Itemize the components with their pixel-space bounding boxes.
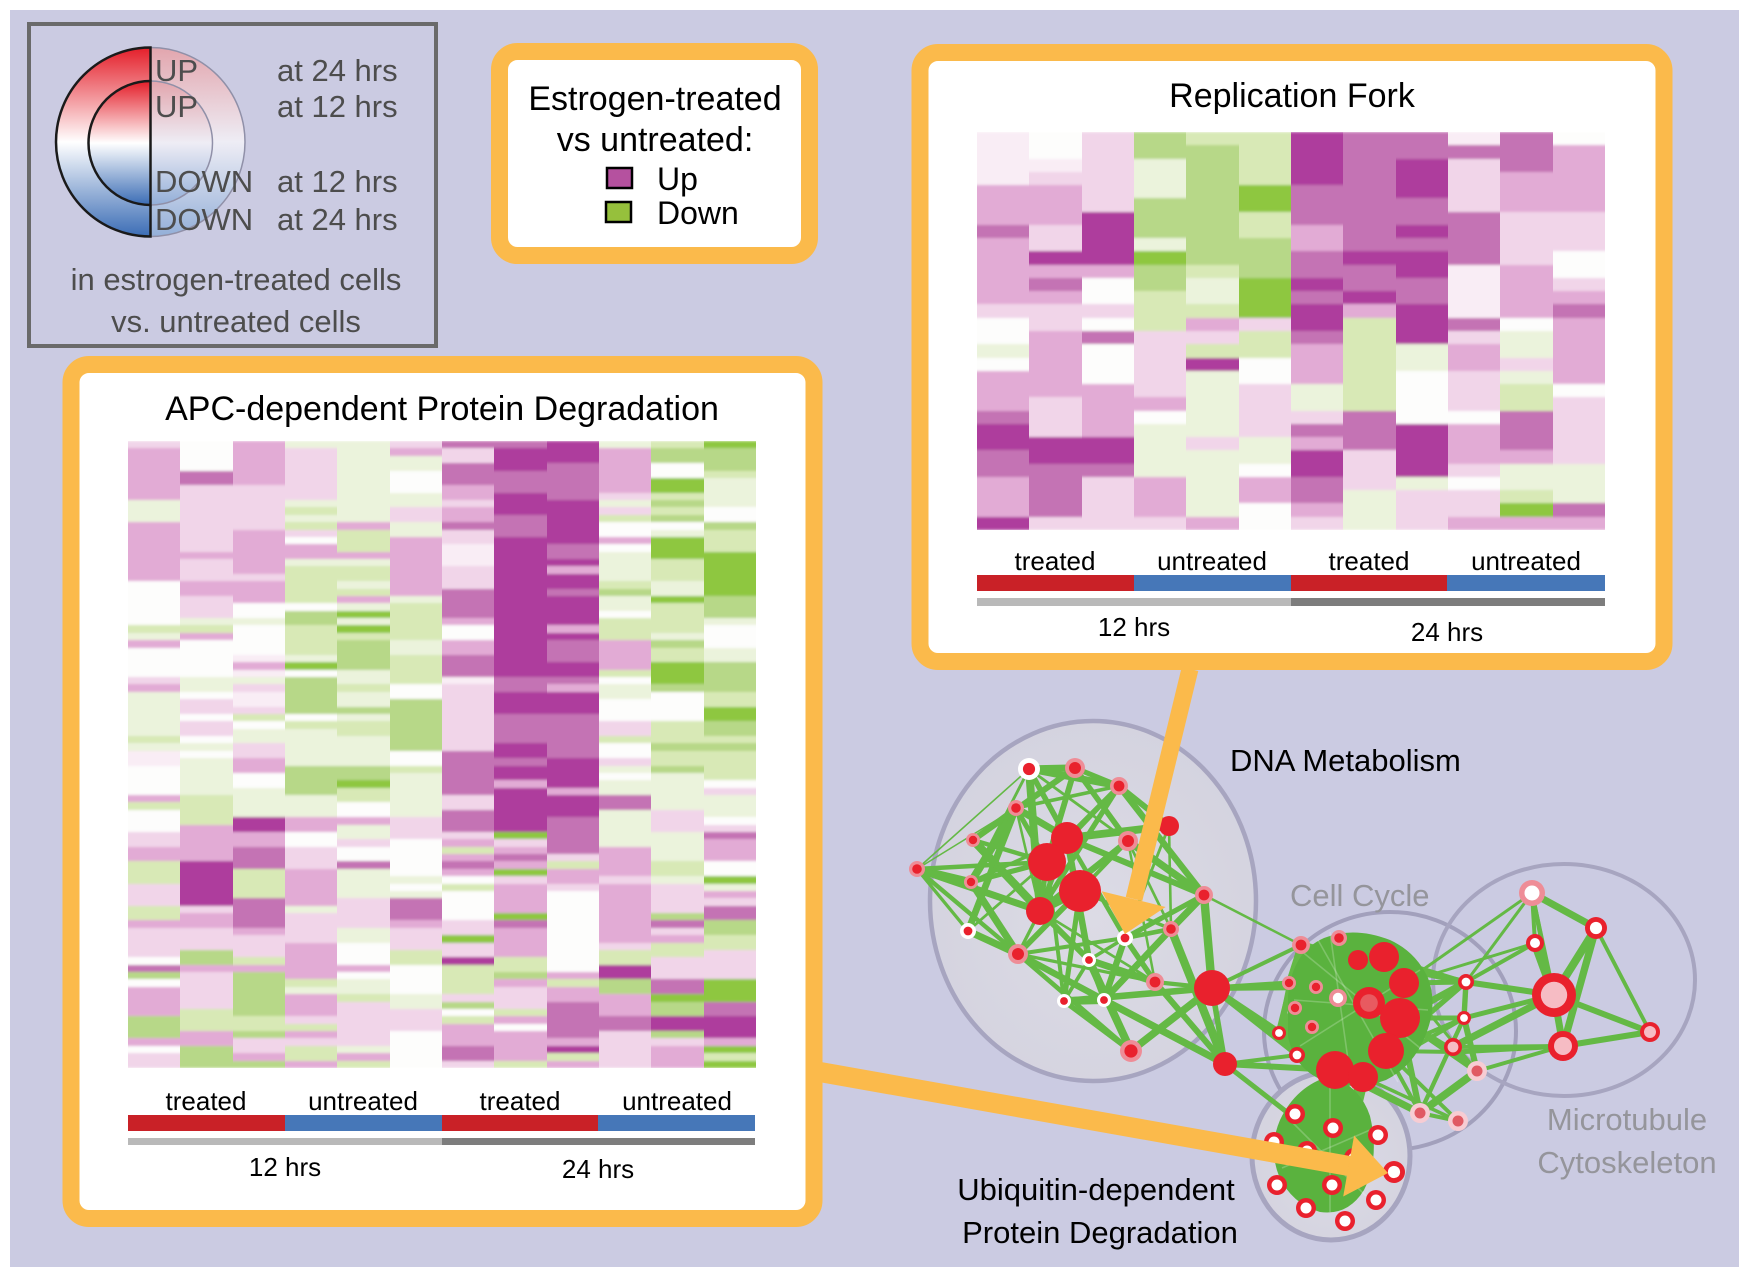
- svg-text:Up: Up: [657, 161, 698, 197]
- svg-text:untreated: untreated: [308, 1086, 418, 1116]
- svg-text:24 hrs: 24 hrs: [1411, 617, 1483, 647]
- svg-text:Cytoskeleton: Cytoskeleton: [1537, 1145, 1716, 1180]
- svg-text:treated: treated: [166, 1086, 247, 1116]
- svg-text:treated: treated: [1329, 546, 1410, 576]
- svg-text:treated: treated: [1015, 546, 1096, 576]
- svg-text:Cell Cycle: Cell Cycle: [1290, 878, 1430, 913]
- svg-text:treated: treated: [480, 1086, 561, 1116]
- svg-text:12 hrs: 12 hrs: [249, 1152, 321, 1182]
- svg-text:untreated: untreated: [1471, 546, 1581, 576]
- svg-text:Down: Down: [657, 195, 739, 231]
- svg-text:Ubiquitin-dependent: Ubiquitin-dependent: [957, 1172, 1235, 1207]
- svg-text:APC-dependent Protein Degradat: APC-dependent Protein Degradation: [165, 390, 719, 428]
- svg-text:Microtubule: Microtubule: [1547, 1102, 1707, 1137]
- svg-text:12 hrs: 12 hrs: [1098, 612, 1170, 642]
- svg-text:Replication Fork: Replication Fork: [1169, 77, 1416, 115]
- svg-text:vs. untreated cells: vs. untreated cells: [111, 304, 361, 339]
- svg-text:untreated: untreated: [1157, 546, 1267, 576]
- svg-text:at 24 hrs: at 24 hrs: [277, 202, 398, 237]
- svg-text:DOWN: DOWN: [155, 202, 253, 237]
- svg-text:at 12 hrs: at 12 hrs: [277, 164, 398, 199]
- svg-text:at 24 hrs: at 24 hrs: [277, 53, 398, 88]
- svg-text:untreated: untreated: [622, 1086, 732, 1116]
- svg-text:UP: UP: [155, 53, 198, 88]
- svg-text:Protein Degradation: Protein Degradation: [962, 1215, 1238, 1250]
- svg-text:vs untreated:: vs untreated:: [557, 121, 754, 159]
- svg-text:24 hrs: 24 hrs: [562, 1154, 634, 1184]
- svg-text:at 12 hrs: at 12 hrs: [277, 89, 398, 124]
- svg-text:Estrogen-treated: Estrogen-treated: [528, 80, 781, 118]
- svg-text:in estrogen-treated cells: in estrogen-treated cells: [71, 262, 402, 297]
- svg-text:DNA Metabolism: DNA Metabolism: [1230, 743, 1461, 778]
- svg-text:DOWN: DOWN: [155, 164, 253, 199]
- svg-text:UP: UP: [155, 89, 198, 124]
